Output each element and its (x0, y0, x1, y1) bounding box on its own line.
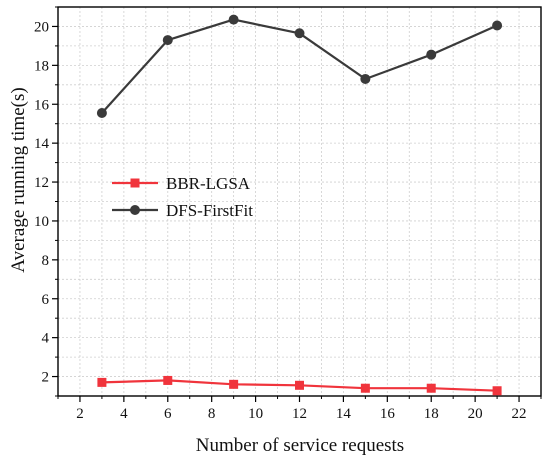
x-tick-label: 6 (164, 406, 172, 422)
data-point (162, 35, 173, 46)
data-point (295, 380, 304, 390)
x-tick-label: 14 (336, 406, 352, 422)
x-tick-label: 22 (512, 406, 527, 422)
data-point (492, 20, 503, 31)
y-tick-label: 6 (42, 292, 50, 308)
y-tick-label: 14 (34, 136, 50, 152)
data-point (426, 383, 436, 393)
x-tick-label: 16 (380, 406, 396, 422)
y-tick-label: 20 (34, 19, 49, 35)
legend-marker (130, 178, 140, 188)
data-point (426, 49, 437, 60)
data-point (96, 108, 107, 119)
x-tick-label: 18 (424, 406, 439, 422)
y-axis-label: Average running time(s) (8, 87, 29, 272)
data-point (97, 377, 107, 387)
y-tick-label: 4 (42, 331, 50, 347)
x-tick-label: 4 (120, 406, 128, 422)
y-tick-label: 12 (34, 175, 49, 191)
legend-label: DFS-FirstFit (166, 201, 253, 220)
grid (58, 7, 541, 396)
data-point (294, 28, 305, 39)
y-tick-label: 16 (34, 97, 50, 113)
x-tick-label: 2 (76, 406, 84, 422)
data-point (492, 386, 502, 396)
legend-marker (130, 205, 140, 215)
x-tick-label: 10 (248, 406, 263, 422)
legend: BBR-LGSA DFS-FirstFit (112, 174, 253, 220)
x-tick-label: 12 (292, 406, 307, 422)
y-tick-label: 10 (34, 214, 49, 230)
data-point (360, 73, 371, 84)
y-tick-label: 2 (42, 370, 50, 386)
y-tick-label: 8 (42, 253, 50, 269)
x-tick-label: 20 (468, 406, 483, 422)
legend-label: BBR-LGSA (166, 174, 251, 193)
data-point (360, 383, 370, 393)
x-tick-label: 8 (208, 406, 216, 422)
data-point (228, 14, 239, 25)
data-point (163, 375, 173, 385)
x-axis-label: Number of service requests (196, 435, 404, 456)
data-point (229, 379, 239, 389)
series (96, 14, 503, 396)
y-tick-label: 18 (34, 58, 49, 74)
